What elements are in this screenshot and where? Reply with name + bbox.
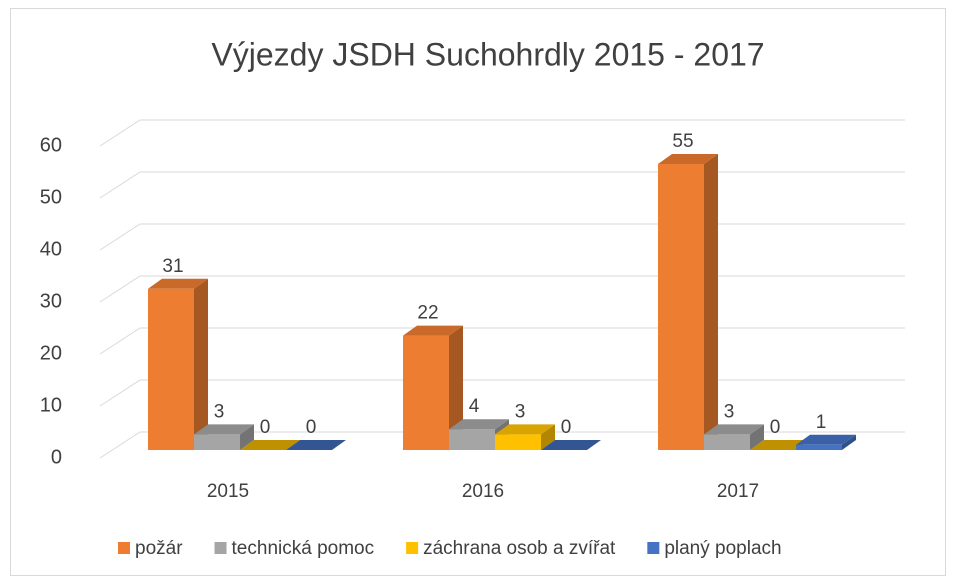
data-label: 55 [672,131,693,152]
bar [286,440,346,450]
bar-top [194,424,254,435]
bar-side [750,424,764,450]
bar-side [541,424,555,450]
data-label: 22 [417,303,438,324]
data-label: 0 [306,417,317,438]
data-label: 4 [469,396,480,417]
grid-line [99,327,905,355]
bar-front [194,434,240,450]
bar-side [194,278,208,450]
bar-top [286,440,346,450]
bar-front [796,444,842,450]
grid-line [99,223,905,251]
data-label: 0 [260,417,271,438]
grid-line [99,171,905,199]
bar-top [704,424,764,435]
x-tick-label: 2016 [462,481,504,502]
y-tick-label: 20 [40,342,62,364]
grid-line [99,379,905,407]
bar-top [658,154,718,164]
legend-swatch [214,542,227,554]
bar [148,278,208,450]
legend-label: požár [135,538,183,559]
y-tick-label: 60 [40,134,62,156]
data-label: 3 [214,401,225,422]
legend-label: záchrana osob a zvířat [423,538,616,559]
legend-label: planý poplach [664,538,781,559]
data-label: 31 [162,256,183,277]
legend-swatch [647,542,660,554]
data-label: 1 [816,412,827,433]
bar [658,154,718,450]
bar-front [495,434,541,450]
bar-top [750,440,810,450]
bar-front [449,429,495,450]
bar-top [796,434,856,445]
data-label: 3 [724,401,735,422]
y-tick-label: 0 [51,446,62,468]
x-tick-label: 2017 [717,481,759,502]
data-label: 3 [515,401,526,422]
y-tick-label: 30 [40,290,62,312]
bar-front [148,288,194,450]
grid-line [99,431,905,459]
bar [541,440,601,450]
y-tick-label: 40 [40,238,62,260]
bar-side [842,434,856,450]
bar-front [403,335,449,450]
bar-top [495,424,555,435]
bar-side [449,325,463,450]
bar-side [240,424,254,450]
bar [240,440,300,450]
data-label: 0 [561,417,572,438]
bar-side [704,154,718,450]
grid-line [99,275,905,303]
bar [495,424,555,450]
bar [403,325,463,450]
bar-top [403,325,463,336]
bar-front [658,164,704,450]
chart-title: Výjezdy JSDH Suchohrdly 2015 - 2017 [211,36,764,72]
bar-top [148,278,208,289]
bar [796,434,856,450]
bar-top [541,440,601,450]
y-tick-label: 10 [40,394,62,416]
bar-top [449,419,509,430]
legend-label: technická pomoc [232,538,375,559]
y-tick-label: 50 [40,186,62,208]
bar [704,424,764,450]
legend-swatch [406,542,419,554]
bar-front [704,434,750,450]
bar-top [240,440,300,450]
x-tick-label: 2015 [207,481,249,502]
bar [194,424,254,450]
grid-line [99,119,905,147]
legend-swatch [118,542,130,554]
data-label: 0 [770,417,781,438]
bar [750,440,810,450]
